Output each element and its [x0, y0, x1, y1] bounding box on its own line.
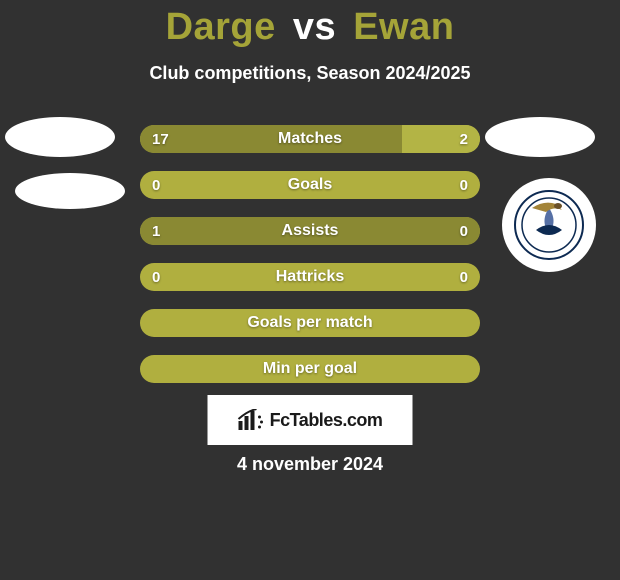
- comparison-title: Darge vs Ewan: [0, 0, 620, 49]
- stat-label: Goals per match: [140, 309, 480, 337]
- subtitle: Club competitions, Season 2024/2025: [0, 63, 620, 84]
- left-club-badge-2: [15, 173, 125, 209]
- stat-label: Matches: [140, 125, 480, 153]
- stat-label: Hattricks: [140, 263, 480, 291]
- stats-bars: Matches172Goals00Assists10Hattricks00Goa…: [140, 125, 480, 401]
- stat-right-value: 0: [460, 263, 468, 291]
- date-label: 4 november 2024: [0, 454, 620, 475]
- stat-row: Assists1 0: [140, 217, 480, 245]
- stat-row: Goals0 0: [140, 171, 480, 199]
- stat-row: Goals per match: [140, 309, 480, 337]
- right-club-badge-2: [502, 178, 596, 272]
- stat-left-value: 0: [152, 263, 160, 291]
- stat-label: Assists: [140, 217, 480, 245]
- right-club-badge-1: [485, 117, 595, 157]
- stat-left-value: 0: [152, 171, 160, 199]
- stat-row: Min per goal: [140, 355, 480, 383]
- stat-left-value: 17: [152, 125, 169, 153]
- club-crest-icon: [514, 190, 584, 260]
- attribution-text: FcTables.com: [270, 410, 383, 431]
- stat-right-value: 2: [460, 125, 468, 153]
- stat-right-value: 0: [460, 171, 468, 199]
- stat-label: Min per goal: [140, 355, 480, 383]
- stat-row: Matches17 2: [140, 125, 480, 153]
- left-club-badge-1: [5, 117, 115, 157]
- vs-label: vs: [293, 6, 336, 48]
- stat-right-value: 0: [460, 217, 468, 245]
- stat-left-value: 1: [152, 217, 160, 245]
- attribution-badge: FcTables.com: [208, 395, 413, 445]
- fctables-logo-icon: [238, 409, 264, 431]
- stat-label: Goals: [140, 171, 480, 199]
- player2-name: Ewan: [353, 6, 454, 48]
- player1-name: Darge: [166, 6, 276, 48]
- stat-row: Hattricks0 0: [140, 263, 480, 291]
